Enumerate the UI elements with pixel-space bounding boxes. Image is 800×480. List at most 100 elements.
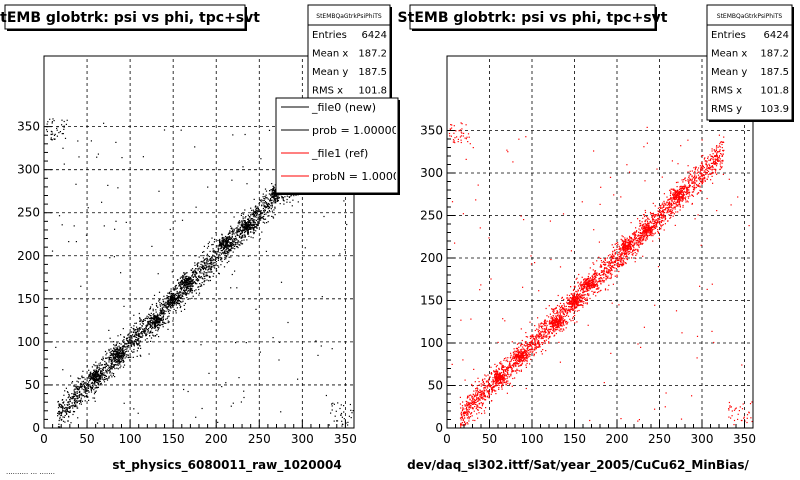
- data-point: [124, 351, 126, 353]
- data-point: [565, 305, 567, 307]
- data-point: [153, 294, 156, 296]
- data-point: [245, 228, 247, 230]
- data-point: [673, 206, 675, 208]
- data-point: [78, 391, 80, 393]
- data-point: [228, 238, 230, 240]
- data-point: [133, 348, 135, 351]
- data-point: [103, 374, 106, 376]
- data-point: [62, 410, 64, 412]
- data-point: [209, 259, 211, 261]
- data-point: [268, 210, 270, 212]
- data-point: [143, 329, 145, 331]
- data-point: [175, 294, 177, 296]
- data-point: [250, 223, 252, 226]
- data-point: [199, 277, 201, 279]
- data-point: [613, 255, 615, 257]
- data-point: [103, 363, 106, 366]
- data-point: [634, 252, 636, 254]
- data-point: [74, 392, 76, 394]
- data-point: [277, 200, 279, 202]
- data-point: [205, 258, 207, 260]
- data-point: [118, 360, 120, 362]
- data-point: [118, 360, 120, 362]
- data-point: [117, 335, 119, 337]
- data-point: [484, 378, 486, 380]
- data-point: [182, 281, 184, 283]
- data-point: [137, 339, 139, 341]
- data-point: [222, 238, 224, 240]
- data-point: [258, 218, 260, 220]
- data-point: [214, 264, 216, 266]
- data-point: [142, 328, 144, 330]
- data-point: [76, 392, 78, 394]
- data-point: [713, 149, 715, 151]
- data-point: [209, 276, 211, 278]
- data-point: [643, 237, 645, 239]
- data-point: [145, 334, 147, 336]
- data-point: [105, 375, 107, 377]
- data-point: [192, 276, 194, 278]
- data-point: [331, 348, 333, 350]
- data-point: [174, 296, 176, 298]
- data-point: [127, 340, 129, 342]
- data-point: [140, 332, 142, 334]
- data-point: [216, 254, 218, 256]
- data-point: [113, 364, 115, 366]
- data-point: [76, 391, 78, 393]
- data-point: [181, 276, 184, 278]
- data-point: [136, 339, 138, 341]
- data-point: [538, 346, 540, 348]
- data-point: [137, 343, 139, 345]
- data-point: [682, 199, 684, 201]
- data-point: [165, 310, 167, 312]
- data-point: [284, 196, 286, 198]
- data-point: [687, 201, 689, 203]
- data-point: [212, 258, 214, 260]
- data-point: [615, 268, 617, 270]
- data-point: [225, 252, 227, 255]
- data-point: [247, 230, 249, 232]
- data-point: [222, 243, 224, 245]
- data-point: [101, 373, 103, 375]
- data-point: [219, 256, 221, 259]
- data-point: [248, 220, 250, 222]
- data-point: [679, 203, 681, 205]
- data-point: [117, 349, 119, 351]
- data-point: [217, 248, 219, 250]
- data-point: [225, 237, 227, 239]
- data-point: [80, 382, 82, 385]
- data-point: [159, 309, 161, 312]
- data-point: [657, 232, 660, 234]
- data-point: [133, 408, 135, 410]
- data-point: [151, 325, 153, 327]
- data-point: [627, 253, 629, 255]
- data-point: [226, 244, 228, 246]
- data-point: [547, 330, 549, 332]
- data-point: [547, 329, 549, 331]
- data-point: [81, 400, 83, 402]
- data-point: [538, 340, 540, 342]
- data-point: [504, 366, 506, 368]
- data-point: [225, 247, 227, 249]
- data-point: [72, 410, 75, 413]
- data-point: [67, 397, 69, 399]
- data-point: [187, 280, 190, 282]
- data-point: [460, 422, 462, 424]
- data-point: [82, 385, 84, 387]
- data-point: [130, 344, 132, 346]
- data-point: [219, 242, 221, 244]
- data-point: [118, 352, 120, 355]
- data-point: [603, 281, 605, 283]
- data-point: [178, 285, 181, 287]
- data-point: [267, 198, 269, 200]
- data-point: [253, 213, 255, 215]
- data-point: [249, 228, 251, 230]
- data-point: [126, 354, 128, 356]
- data-point: [265, 213, 267, 215]
- data-point: [207, 259, 209, 261]
- data-point: [622, 236, 624, 238]
- data-point: [135, 333, 138, 335]
- data-point: [242, 229, 244, 231]
- data-point: [259, 238, 261, 240]
- data-point: [62, 369, 64, 371]
